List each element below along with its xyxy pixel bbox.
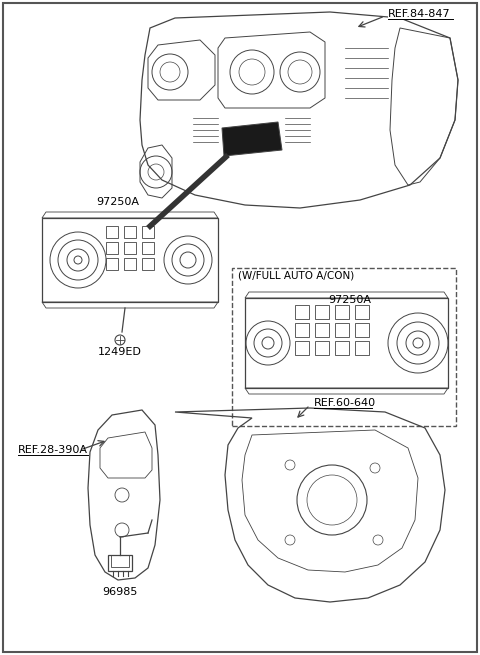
Bar [295,341,309,355]
Polygon shape [222,122,282,156]
Bar [142,242,154,254]
Bar [315,305,329,319]
Bar [124,258,136,270]
Bar [355,341,369,355]
Bar [142,226,154,238]
Bar [124,242,136,254]
Bar [335,341,349,355]
Text: 97250A: 97250A [328,295,372,305]
Bar [295,305,309,319]
Bar [295,323,309,337]
Text: 97250A: 97250A [96,197,140,207]
Bar [315,341,329,355]
Bar [106,226,118,238]
Bar [335,323,349,337]
Bar [106,258,118,270]
Bar [106,242,118,254]
Bar [232,268,456,426]
Bar [142,258,154,270]
Text: 96985: 96985 [102,587,138,597]
Bar [355,305,369,319]
Text: 1249ED: 1249ED [98,347,142,357]
Text: REF.60-640: REF.60-640 [314,398,376,408]
Text: (W/FULL AUTO A/CON): (W/FULL AUTO A/CON) [238,271,354,281]
Bar [335,305,349,319]
Bar [124,226,136,238]
Text: REF.84-847: REF.84-847 [388,9,451,19]
Bar [315,323,329,337]
Text: REF.28-390A: REF.28-390A [18,445,88,455]
Bar [355,323,369,337]
Bar [111,555,129,567]
Bar [108,555,132,571]
